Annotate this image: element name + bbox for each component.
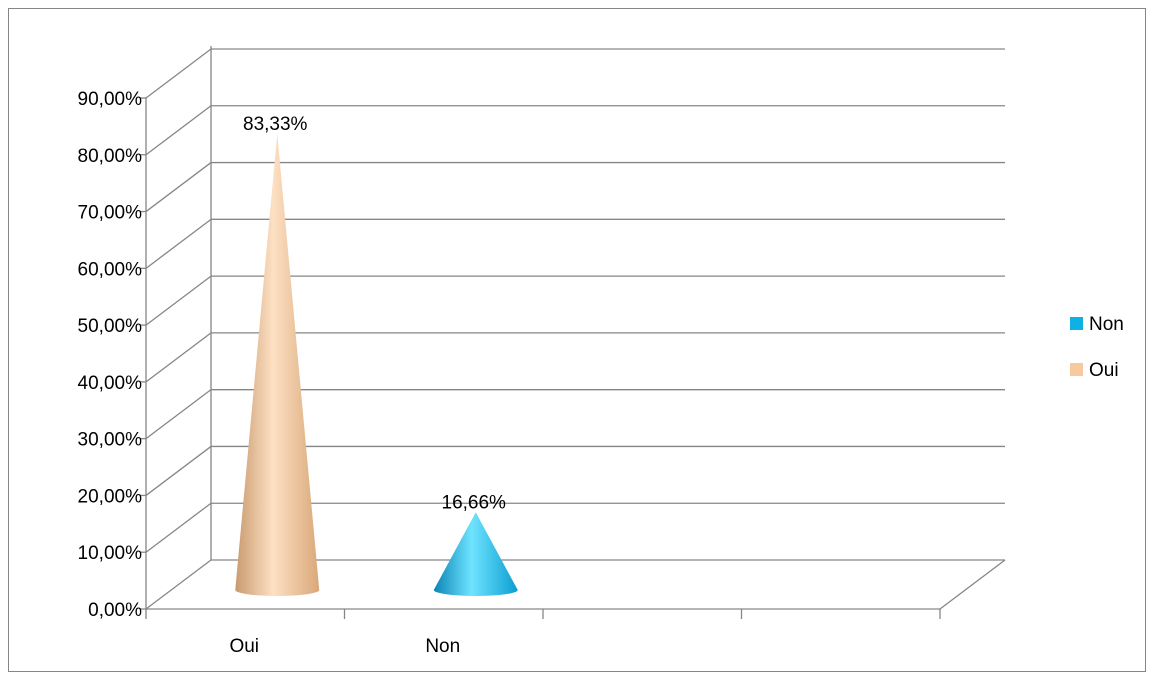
legend-swatch-non xyxy=(1070,317,1083,330)
legend-label-oui: Oui xyxy=(1089,360,1119,381)
x-tick-label: Oui xyxy=(229,636,259,657)
y-tick-label: 0,00% xyxy=(88,600,142,621)
gridline-diagonal xyxy=(145,389,212,440)
gridline-diagonal xyxy=(145,559,212,610)
gridlines xyxy=(140,48,1005,619)
data-labels: 83,33% 16,66% xyxy=(243,114,506,514)
depth-edge-right xyxy=(939,559,1006,610)
cones xyxy=(235,133,518,596)
y-tick-label: 10,00% xyxy=(78,543,143,564)
y-tick-label: 50,00% xyxy=(78,316,143,337)
y-tick-label: 30,00% xyxy=(78,430,143,451)
y-tick-labels: 0,00% 10,00% 20,00% 30,00% 40,00% 50,00% 60,00… xyxy=(78,89,143,621)
x-tick-label: Non xyxy=(425,636,460,657)
data-label-non: 16,66% xyxy=(442,492,507,513)
gridline-diagonal xyxy=(145,275,212,326)
x-tick-labels: Oui Non xyxy=(229,636,460,657)
gridline-diagonal xyxy=(145,105,212,156)
y-tick-label: 80,00% xyxy=(78,146,143,167)
data-label-oui: 83,33% xyxy=(243,114,308,135)
axes xyxy=(145,46,1006,610)
gridline-diagonal xyxy=(145,502,212,553)
y-tick-label: 60,00% xyxy=(78,259,143,280)
chart-area xyxy=(8,8,1146,672)
gridline-diagonal xyxy=(145,48,212,99)
gridline-diagonal xyxy=(145,332,212,383)
legend: Non Oui xyxy=(1070,314,1124,381)
cone-non xyxy=(433,512,518,596)
gridline-diagonal xyxy=(145,218,212,269)
legend-label-non: Non xyxy=(1089,314,1124,335)
gridline-diagonal xyxy=(145,445,212,496)
legend-swatch-oui xyxy=(1070,363,1083,376)
y-tick-label: 20,00% xyxy=(78,486,143,507)
gridline-diagonal xyxy=(145,162,212,213)
y-tick-label: 90,00% xyxy=(78,89,143,110)
y-tick-label: 40,00% xyxy=(78,373,143,394)
y-tick-label: 70,00% xyxy=(78,203,143,224)
cone-oui xyxy=(235,133,320,596)
